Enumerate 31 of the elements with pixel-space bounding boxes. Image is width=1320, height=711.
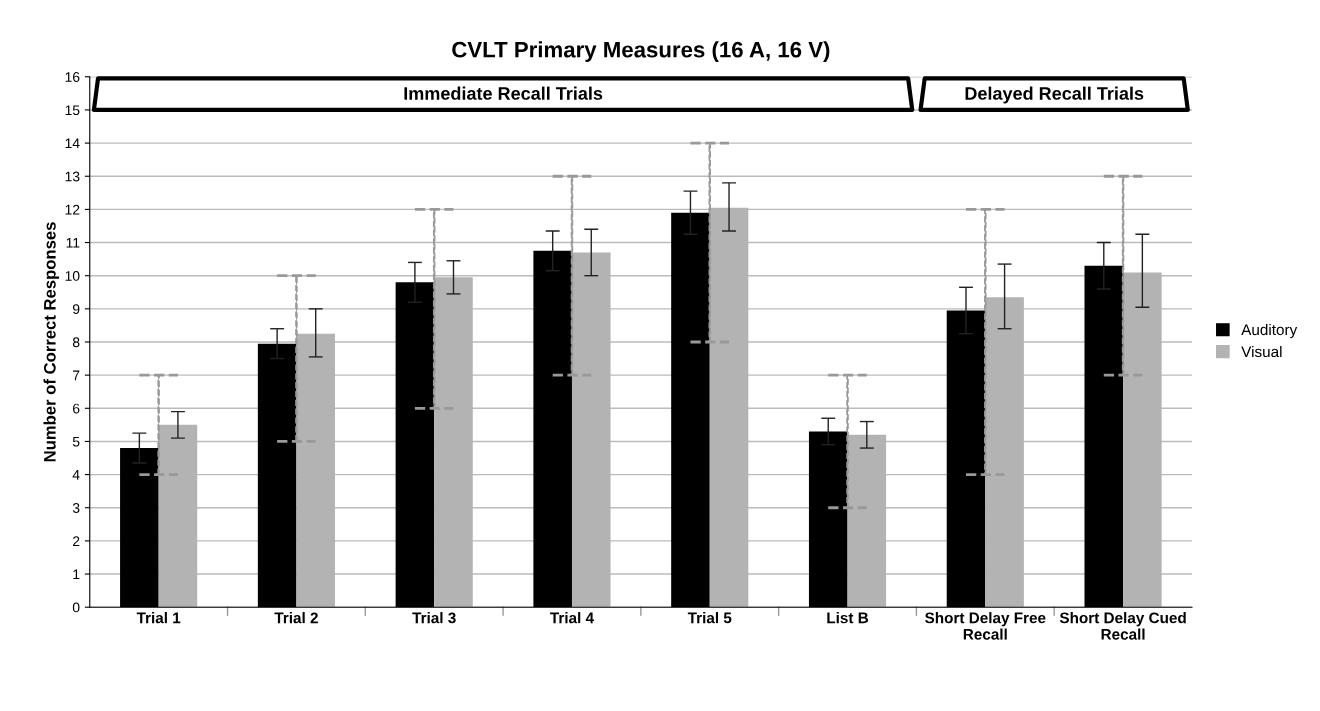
x-tick-label: List B bbox=[827, 612, 869, 624]
y-tick-label: 1 bbox=[73, 569, 80, 580]
y-tick-label: 14 bbox=[65, 138, 80, 149]
x-tick-label: Short Delay Cued Recall bbox=[1059, 612, 1186, 640]
x-tick-label: Short Delay Free Recall bbox=[925, 612, 1046, 640]
y-tick-label: 11 bbox=[66, 238, 80, 248]
band-label: Delayed Recall Trials bbox=[965, 86, 1144, 104]
y-tick-label: 4 bbox=[72, 470, 80, 480]
x-tick-label: Trial 1 bbox=[136, 612, 181, 624]
y-tick-label: 10 bbox=[65, 271, 80, 281]
legend-label: Auditory bbox=[1241, 323, 1298, 339]
x-tick-label: Trial 5 bbox=[687, 612, 732, 624]
y-tick-label: 2 bbox=[73, 536, 80, 546]
y-tick-label: 16 bbox=[65, 72, 80, 82]
y-tick-label: 7 bbox=[73, 370, 80, 381]
x-tick-label: Trial 2 bbox=[274, 612, 318, 624]
chart-title: CVLT Primary Measures (16 A, 16 V) bbox=[452, 41, 830, 62]
y-tick-label: 13 bbox=[65, 171, 80, 182]
band-label: Immediate Recall Trials bbox=[404, 86, 603, 100]
y-tick-label: 15 bbox=[65, 105, 80, 116]
y-tick-label: 12 bbox=[65, 204, 80, 215]
y-tick-label: 0 bbox=[72, 602, 80, 613]
x-tick-label: Trial 3 bbox=[412, 612, 456, 624]
y-tick-label: 3 bbox=[72, 503, 80, 513]
y-tick-label: 9 bbox=[72, 304, 80, 315]
x-tick-label: Trial 4 bbox=[550, 612, 594, 624]
y-axis-title: Number of Correct Responses bbox=[43, 222, 60, 462]
y-tick-label: 8 bbox=[72, 337, 80, 348]
y-tick-label: 5 bbox=[72, 436, 80, 447]
legend-label: Visual bbox=[1241, 345, 1282, 358]
y-tick-label: 6 bbox=[73, 403, 80, 414]
